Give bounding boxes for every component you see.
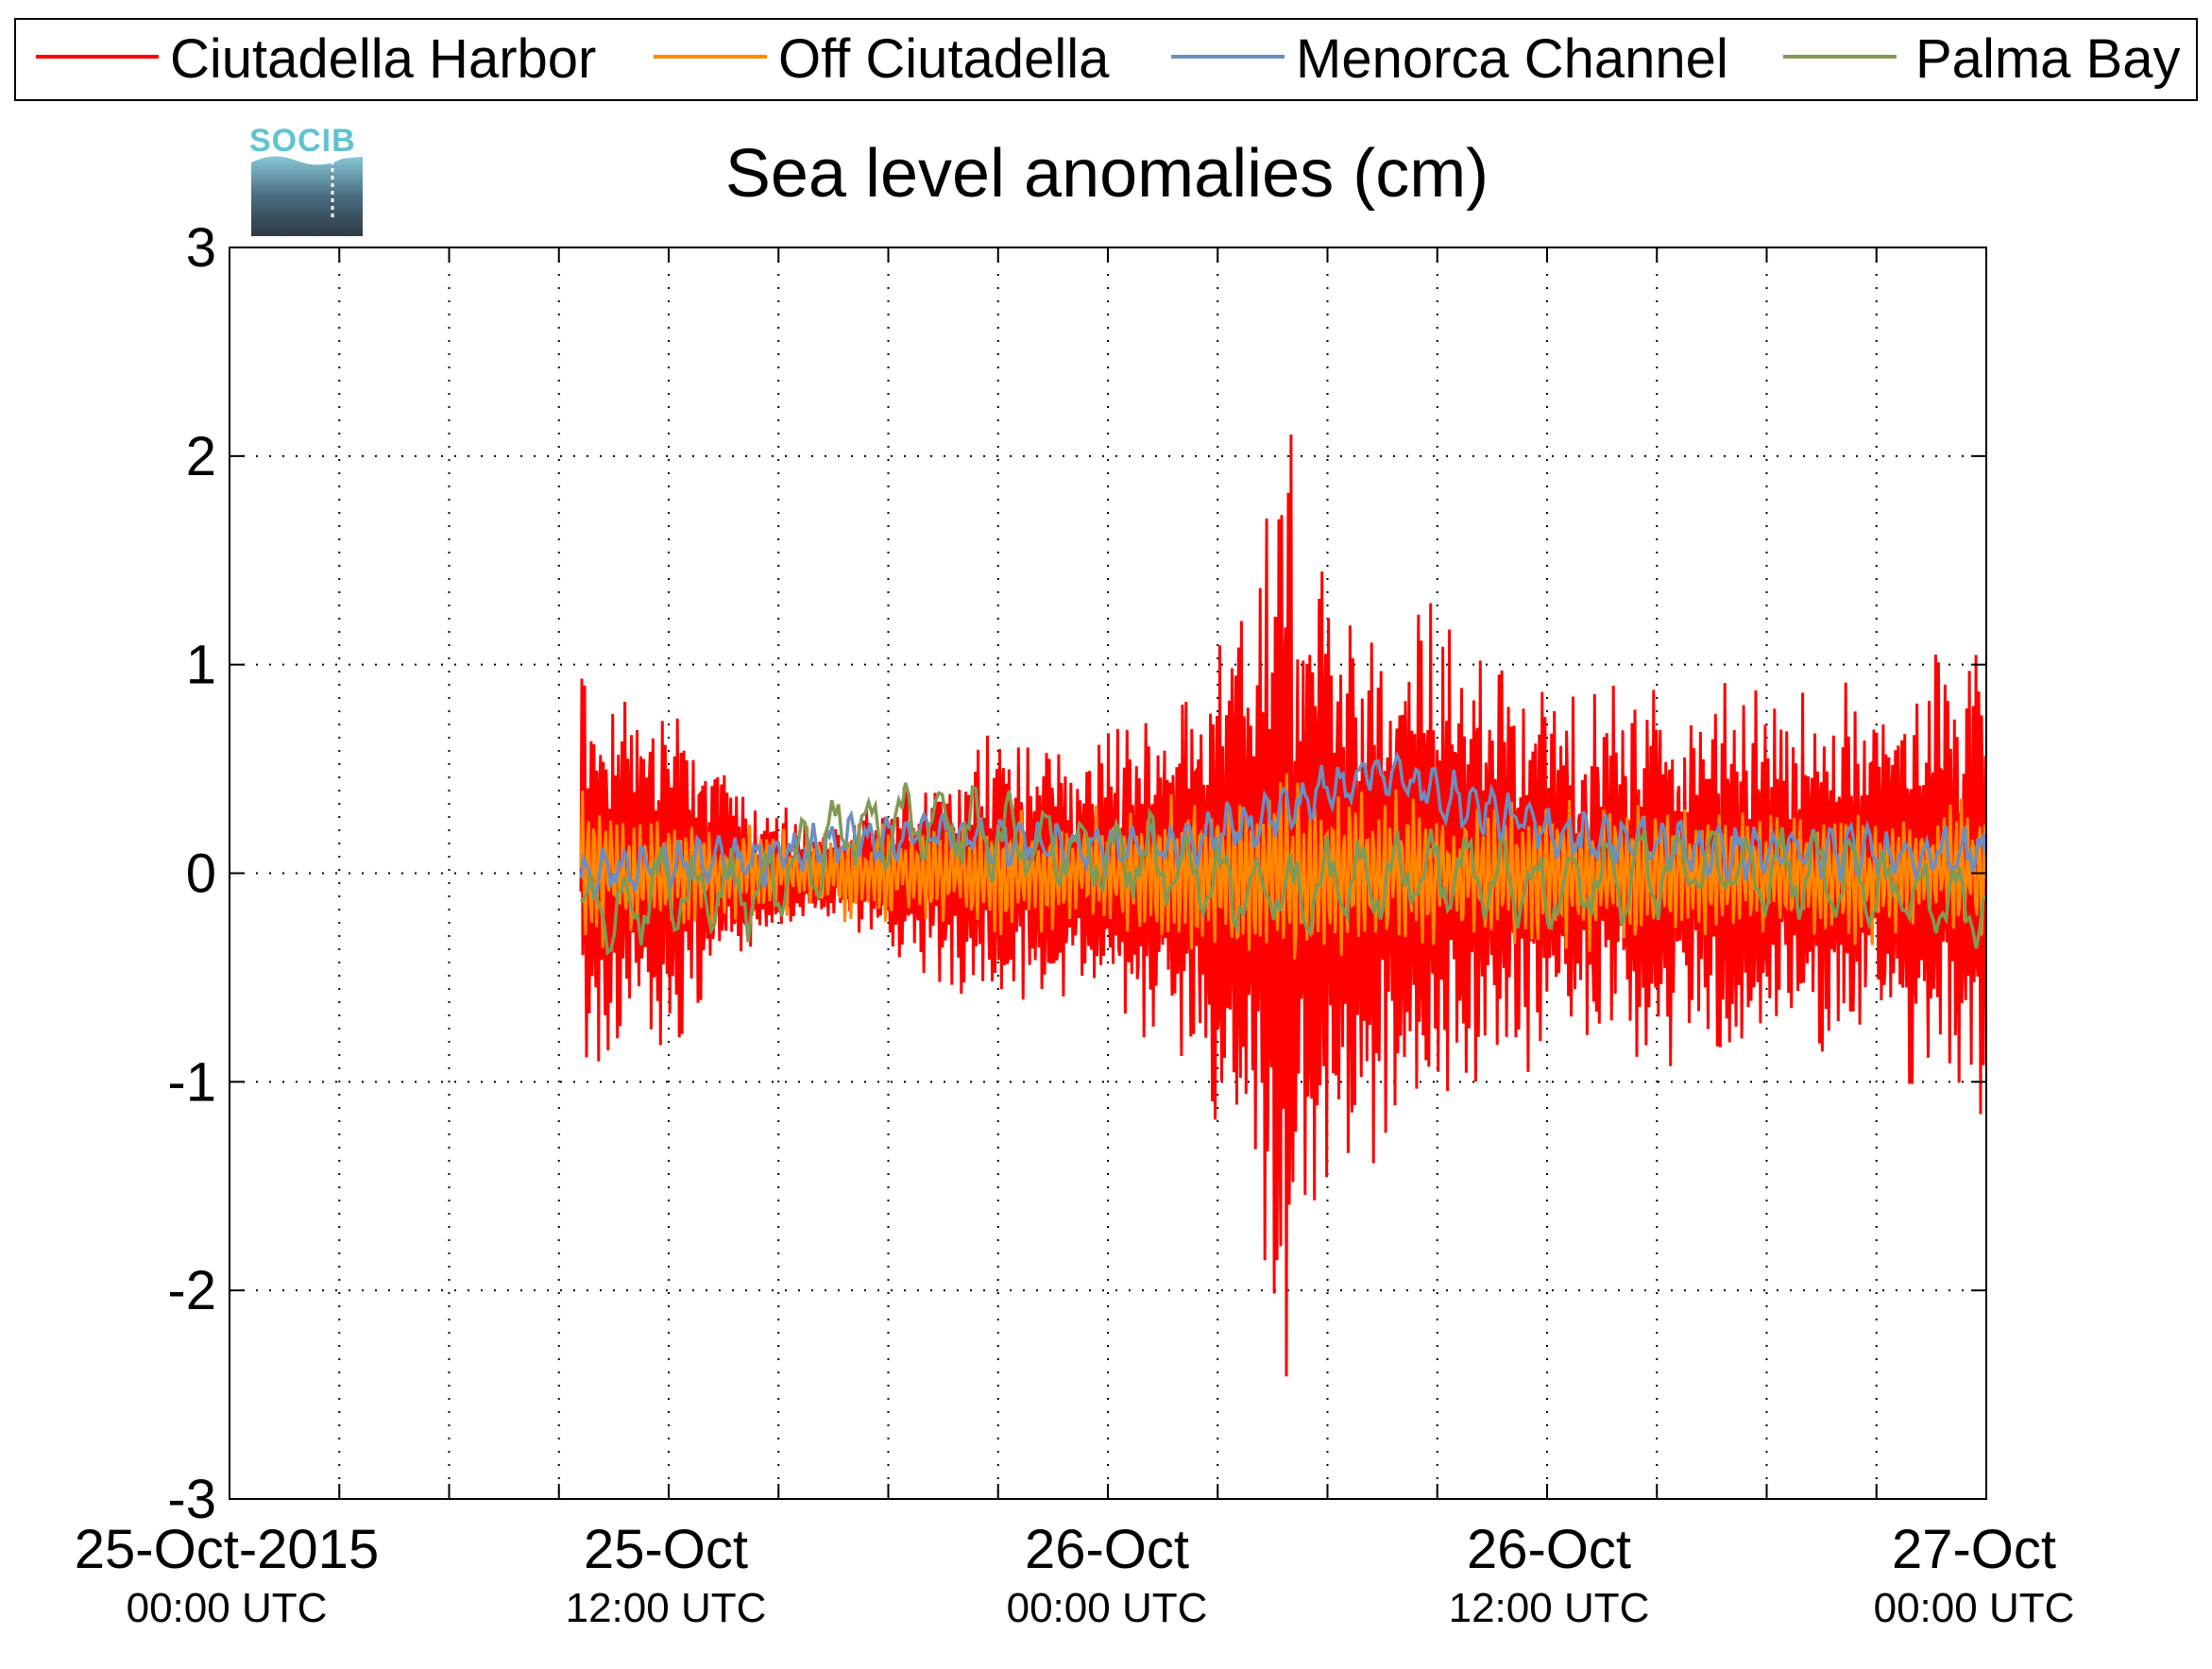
y-tick-label: -3 [167, 1469, 216, 1530]
grid [230, 247, 1986, 1499]
legend-label-palma-bay: Palma Bay [1915, 28, 2180, 90]
y-tick-label: -1 [167, 1051, 216, 1113]
legend: Ciutadella Harbor Off Ciutadella Menorca… [14, 18, 2198, 101]
x-tick-time-label: 12:00 UTC [1449, 1585, 1650, 1631]
legend-label-ciutadella-harbor: Ciutadella Harbor [170, 28, 596, 90]
series-line-menorca-channel [579, 751, 1986, 900]
series-layer [579, 434, 1986, 1377]
x-tick-date-label: 26-Oct [1025, 1519, 1189, 1580]
y-tick-label: 2 [186, 426, 216, 487]
x-tick-date-label: 25-Oct-2015 [75, 1519, 379, 1580]
x-tick-time-label: 00:00 UTC [127, 1585, 328, 1631]
socib-logo: SOCIB [249, 123, 363, 236]
axis-ticks [229, 247, 1987, 1500]
series-line-palma-bay [579, 782, 1986, 957]
legend-label-menorca-channel: Menorca Channel [1296, 28, 1728, 90]
chart-title: Sea level anomalies (cm) [725, 136, 1489, 212]
x-tick-time-label: 00:00 UTC [1874, 1585, 2075, 1631]
logo-wave [251, 156, 363, 236]
series-line-off-ciutadella [579, 773, 1986, 960]
x-tick-date-label: 26-Oct [1467, 1519, 1631, 1580]
x-tick-labels: 25-Oct-2015 00:00 UTC 25-Oct 12:00 UTC 26-Oc… [75, 1519, 2075, 1631]
y-tick-labels: 3 2 1 0 -1 -2 -3 [167, 217, 216, 1530]
x-tick-time-label: 12:00 UTC [566, 1585, 767, 1631]
legend-box [14, 18, 2198, 101]
logo-text: SOCIB [249, 123, 356, 159]
y-tick-label: 3 [186, 217, 216, 279]
x-tick-date-label: 25-Oct [584, 1519, 748, 1580]
y-tick-label: 1 [186, 635, 216, 696]
x-tick-date-label: 27-Oct [1892, 1519, 2056, 1580]
x-tick-time-label: 00:00 UTC [1007, 1585, 1208, 1631]
y-tick-label: 0 [186, 843, 216, 905]
y-tick-label: -2 [167, 1260, 216, 1321]
legend-label-off-ciutadella: Off Ciutadella [778, 28, 1110, 90]
